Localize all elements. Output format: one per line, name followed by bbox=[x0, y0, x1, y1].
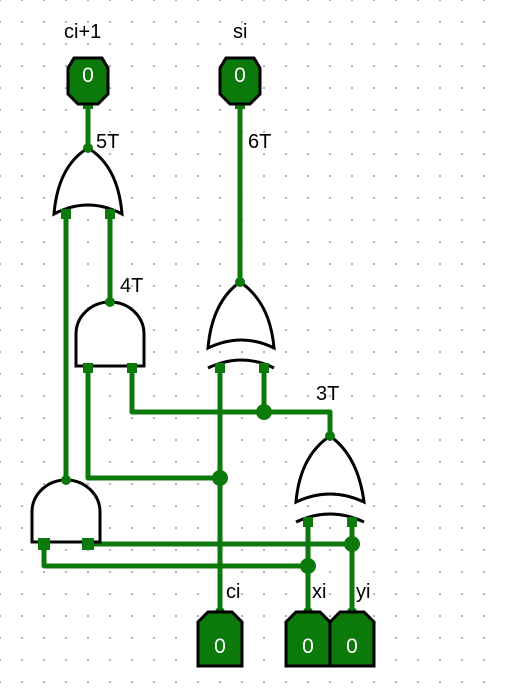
junction-or-out bbox=[83, 143, 93, 153]
wires bbox=[41, 101, 355, 615]
port-or-left bbox=[61, 209, 71, 219]
and-gate-top[interactable] bbox=[74, 300, 146, 368]
gates bbox=[30, 146, 366, 544]
xor-gate-bottom[interactable] bbox=[294, 434, 366, 524]
port-xor-top-right bbox=[259, 363, 269, 373]
junction-xor-bot-out bbox=[325, 431, 335, 441]
port-and-bot-right bbox=[82, 538, 94, 550]
junction-xi-branch bbox=[300, 558, 316, 574]
input-pin-ci-value: 0 bbox=[214, 635, 226, 658]
output-pin-cout-value: 0 bbox=[82, 64, 94, 87]
or-gate[interactable] bbox=[52, 146, 124, 217]
junction-xor-top-out bbox=[235, 277, 245, 287]
label-5t: 5T bbox=[96, 131, 119, 153]
label-cout: ci+1 bbox=[64, 21, 101, 43]
wire-and-bot-in-left bbox=[41, 541, 311, 569]
junction-3t-branch bbox=[256, 404, 272, 420]
port-xor-bot-left bbox=[303, 517, 313, 527]
junction-yi-branch bbox=[344, 536, 360, 552]
label-sum: si bbox=[233, 21, 247, 43]
output-pin-cout[interactable]: 0 bbox=[66, 56, 110, 106]
input-pin-xi[interactable]: 0 bbox=[284, 610, 332, 668]
input-pin-ci[interactable]: 0 bbox=[196, 610, 244, 668]
and-gate-bottom[interactable] bbox=[30, 478, 102, 544]
wire-and-top-in-right bbox=[129, 365, 333, 415]
label-4t: 4T bbox=[120, 275, 143, 297]
output-pin-sum-value: 0 bbox=[234, 64, 246, 87]
port-xor-top-left bbox=[215, 363, 225, 373]
port-xor-bot-right bbox=[347, 517, 357, 527]
label-3t: 3T bbox=[316, 383, 339, 405]
input-pin-yi-value: 0 bbox=[346, 635, 358, 658]
label-yi: yi bbox=[356, 581, 370, 603]
junction-ci-branch bbox=[212, 470, 228, 486]
label-xi: xi bbox=[312, 581, 326, 603]
junction-and-bot-out bbox=[61, 475, 71, 485]
xor-gate-top[interactable] bbox=[206, 280, 276, 370]
input-pin-xi-value: 0 bbox=[302, 635, 314, 658]
output-pin-sum[interactable]: 0 bbox=[218, 56, 262, 106]
port-or-right bbox=[105, 209, 115, 219]
port-and-top-left bbox=[83, 363, 93, 373]
label-6t: 6T bbox=[248, 131, 271, 153]
input-pin-yi[interactable]: 0 bbox=[328, 610, 376, 668]
junction-and-top-out bbox=[105, 297, 115, 307]
label-ci: ci bbox=[226, 581, 240, 603]
wire-and-top-in-left bbox=[85, 365, 223, 481]
port-and-top-right bbox=[127, 363, 137, 373]
port-and-bot-left bbox=[38, 538, 50, 550]
